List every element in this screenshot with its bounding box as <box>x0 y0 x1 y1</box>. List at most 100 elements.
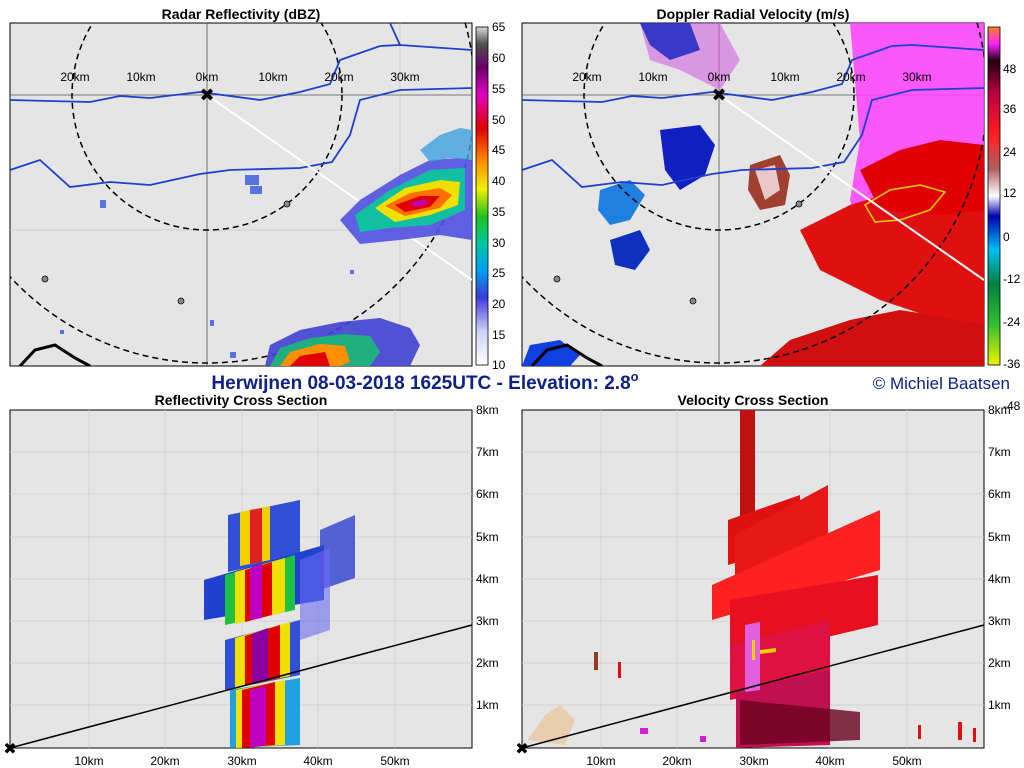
refl-cross-echo <box>204 500 355 748</box>
y-tick: 6km <box>988 487 1011 501</box>
range-ring-inner <box>583 23 855 231</box>
range-label: 10km <box>638 70 667 84</box>
x-tick: 50km <box>892 754 921 768</box>
colorbar-tick: 50 <box>492 113 506 127</box>
colorbar-tick: 48 <box>1003 62 1017 76</box>
colorbar-tick: 10 <box>492 358 506 372</box>
range-label: 10km <box>126 70 155 84</box>
x-tick: 40km <box>815 754 844 768</box>
y-tick: 6km <box>476 487 499 501</box>
range-label: 20km <box>572 70 601 84</box>
y-tick: 4km <box>476 572 499 586</box>
colorbar-tick: 25 <box>492 266 506 280</box>
figure-header: Herwijnen 08-03-2018 1625UTC - Elevation… <box>211 369 1010 394</box>
refl-cross-title: Reflectivity Cross Section <box>155 392 328 408</box>
storm-cell-south <box>265 318 420 366</box>
velocity-panel: Doppler Radial Velocity (m/s) <box>521 6 1021 413</box>
colorbar-tick: 65 <box>492 20 506 34</box>
radar-site-marker: ✖ <box>711 85 726 105</box>
coastline <box>18 343 91 366</box>
velocity-colorbar-ticks: 48 36 24 12 0 -12 -24 -36 -48 <box>1003 62 1021 413</box>
radar-site-marker: ✖ <box>199 85 214 105</box>
velocity-title: Doppler Radial Velocity (m/s) <box>657 6 850 22</box>
vel-cross-y-ticks: 8km 7km 6km 5km 4km 3km 2km 1km <box>988 403 1011 712</box>
y-tick: 7km <box>988 445 1011 459</box>
range-label: 0km <box>708 70 731 84</box>
y-tick: 8km <box>476 403 499 417</box>
reflectivity-panel: Radar Reflectivity (dBZ) <box>9 6 506 372</box>
coastline <box>530 343 603 366</box>
colorbar-tick: 20 <box>492 297 506 311</box>
range-label: 20km <box>60 70 89 84</box>
reflectivity-title: Radar Reflectivity (dBZ) <box>162 6 321 22</box>
colorbar-tick: 24 <box>1003 145 1017 159</box>
vel-cross-title: Velocity Cross Section <box>678 392 829 408</box>
elevation-beam-line <box>9 624 473 749</box>
vel-cross-panel: Velocity Cross Section <box>515 392 1010 768</box>
station-markers <box>41 200 291 305</box>
x-tick: 20km <box>150 754 179 768</box>
vel-cross-x-ticks: 10km 20km 30km 40km 50km <box>586 754 921 768</box>
radar-origin-marker: ✖ <box>3 741 16 758</box>
y-tick: 2km <box>476 656 499 670</box>
y-tick: 3km <box>988 614 1011 628</box>
y-tick: 4km <box>988 572 1011 586</box>
degree-sup: o <box>631 369 639 384</box>
velocity-outbound-echo <box>640 23 984 366</box>
y-tick: 5km <box>988 530 1011 544</box>
y-tick: 1km <box>988 698 1011 712</box>
main-title: Herwijnen 08-03-2018 1625UTC - Elevation… <box>211 369 638 394</box>
colorbar-tick: 55 <box>492 82 506 96</box>
range-ring-outer <box>10 23 472 364</box>
colorbar-tick: -24 <box>1003 315 1021 329</box>
range-ring-outer <box>522 23 984 364</box>
colorbar-tick: 36 <box>1003 102 1017 116</box>
cross-section-line <box>718 94 984 281</box>
station-markers <box>553 200 803 305</box>
y-tick: 8km <box>988 403 1011 417</box>
scattered-echoes <box>60 175 354 358</box>
y-tick: 2km <box>988 656 1011 670</box>
colorbar-tick: 60 <box>492 51 506 65</box>
range-label: 30km <box>902 70 931 84</box>
colorbar-tick: 12 <box>1003 186 1017 200</box>
x-tick: 50km <box>380 754 409 768</box>
cross-section-line <box>206 94 472 281</box>
y-tick: 3km <box>476 614 499 628</box>
range-label: 0km <box>196 70 219 84</box>
refl-cross-x-ticks: 10km 20km 30km 40km 50km <box>74 754 409 768</box>
storm-cell-northeast <box>340 128 472 244</box>
refl-cross-y-ticks: 8km 7km 6km 5km 4km 3km 2km 1km <box>476 403 499 712</box>
y-tick: 5km <box>476 530 499 544</box>
x-tick: 30km <box>739 754 768 768</box>
reflectivity-range-labels: 20km 10km 0km 10km 20km 30km <box>60 70 419 84</box>
range-label: 10km <box>770 70 799 84</box>
colorbar-tick: -48 <box>1003 399 1021 413</box>
x-tick: 10km <box>74 754 103 768</box>
dbz-colorbar-ticks: 65 60 55 50 45 40 35 30 25 20 15 10 <box>492 20 506 372</box>
border-lines <box>522 44 984 188</box>
range-label: 20km <box>324 70 353 84</box>
y-tick: 1km <box>476 698 499 712</box>
copyright: © Michiel Baatsen <box>873 374 1010 393</box>
x-tick: 30km <box>227 754 256 768</box>
velocity-colorbar <box>987 26 1001 366</box>
colorbar-tick: 45 <box>492 143 506 157</box>
colorbar-tick: 0 <box>1003 230 1010 244</box>
main-title-text: Herwijnen 08-03-2018 1625UTC - Elevation… <box>211 373 630 394</box>
velocity-couplet-contour <box>863 184 947 223</box>
range-label: 10km <box>258 70 287 84</box>
colorbar-tick: -12 <box>1003 272 1021 286</box>
velocity-range-labels: 20km 10km 0km 10km 20km 30km <box>572 70 931 84</box>
range-ring-inner <box>71 23 343 231</box>
colorbar-tick: 15 <box>492 328 506 342</box>
vel-cross-echo <box>528 410 976 748</box>
border-lines <box>10 23 472 188</box>
refl-cross-panel: Reflectivity Cross Section <box>3 392 498 768</box>
range-label: 30km <box>390 70 419 84</box>
dbz-colorbar <box>475 26 489 366</box>
x-tick: 40km <box>303 754 332 768</box>
colorbar-tick: 40 <box>492 174 506 188</box>
colorbar-tick: 30 <box>492 236 506 250</box>
